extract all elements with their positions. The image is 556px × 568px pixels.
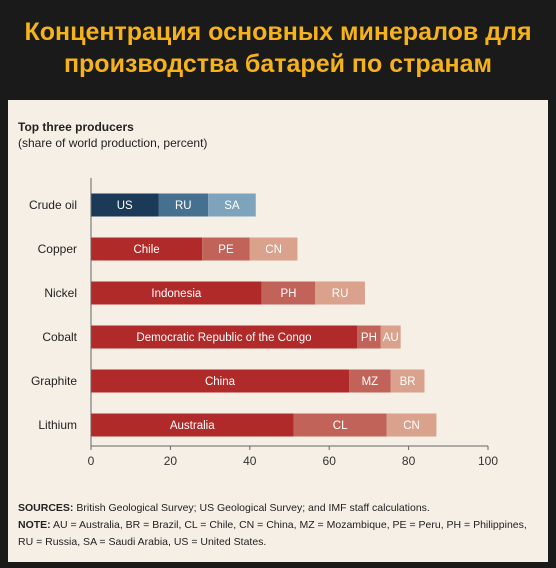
- segment-label-graphite-2: MZ: [362, 376, 379, 388]
- bar-segment-copper-2: [202, 237, 250, 261]
- segment-label-copper-2: PE: [218, 244, 234, 256]
- bar-segment-graphite-3: [390, 369, 425, 393]
- header: Концентрация основных минералов для прои…: [0, 0, 556, 100]
- segment-label-graphite-1: China: [205, 376, 236, 388]
- category-label-lithium: Lithium: [38, 418, 77, 432]
- segment-label-graphite-3: BR: [400, 376, 416, 388]
- notes: SOURCES: British Geological Survey; US G…: [18, 500, 538, 551]
- segment-label-crude-oil-3: SA: [224, 200, 240, 212]
- bar-segment-nickel-2: [261, 281, 316, 305]
- bar-segment-nickel-3: [315, 281, 365, 305]
- x-tick-label-80: 80: [402, 454, 416, 468]
- segment-label-copper-1: Chile: [133, 244, 159, 256]
- chart-panel: Top three producers (share of world prod…: [8, 100, 548, 562]
- segment-label-cobalt-2: PH: [361, 332, 377, 344]
- segment-label-copper-3: CN: [265, 244, 282, 256]
- segment-label-cobalt-3: AU: [383, 332, 399, 344]
- bar-segment-crude-oil-1: [91, 193, 159, 217]
- segment-label-lithium-3: CN: [403, 420, 420, 432]
- category-label-graphite: Graphite: [31, 374, 77, 388]
- x-tick-label-0: 0: [88, 454, 95, 468]
- bar-segment-cobalt-2: [356, 325, 381, 349]
- note-line: NOTE: AU = Australia, BR = Brazil, CL = …: [18, 517, 538, 551]
- bar-segment-graphite-1: [91, 369, 350, 393]
- bar-segment-lithium-1: [91, 413, 294, 437]
- bar-segment-crude-oil-3: [208, 193, 256, 217]
- bar-segment-copper-3: [249, 237, 298, 261]
- bar-segment-copper-1: [91, 237, 203, 261]
- category-label-copper: Copper: [38, 242, 77, 256]
- note-label: NOTE:: [18, 519, 51, 531]
- header-title-line-1: Концентрация основных минералов для: [24, 18, 532, 46]
- segment-label-nickel-2: PH: [281, 288, 297, 300]
- segment-label-cobalt-1: Democratic Republic of the Congo: [136, 332, 311, 344]
- segment-label-crude-oil-2: RU: [175, 200, 192, 212]
- x-tick-label-100: 100: [478, 454, 498, 468]
- bar-segment-cobalt-3: [380, 325, 401, 349]
- bar-segment-crude-oil-2: [158, 193, 209, 217]
- segment-label-lithium-1: Australia: [170, 420, 215, 432]
- sources-text: British Geological Survey; US Geological…: [76, 502, 430, 514]
- note-text: AU = Australia, BR = Brazil, CL = Chile,…: [18, 519, 527, 548]
- x-tick-label-20: 20: [164, 454, 178, 468]
- bar-segment-nickel-1: [91, 281, 262, 305]
- category-label-crude-oil: Crude oil: [29, 198, 77, 212]
- segment-label-nickel-3: RU: [332, 288, 349, 300]
- segment-label-nickel-1: Indonesia: [151, 288, 201, 300]
- x-tick-label-40: 40: [243, 454, 257, 468]
- sources-line: SOURCES: British Geological Survey; US G…: [18, 500, 538, 517]
- x-tick-label-60: 60: [323, 454, 337, 468]
- header-title-line-2: производства батарей по странам: [63, 50, 493, 78]
- category-label-nickel: Nickel: [44, 286, 77, 300]
- category-label-cobalt: Cobalt: [42, 330, 77, 344]
- chart-title: Top three producers: [18, 120, 134, 134]
- bar-segment-lithium-2: [293, 413, 387, 437]
- segment-label-crude-oil-1: US: [117, 200, 133, 212]
- bar-segment-lithium-3: [386, 413, 437, 437]
- chart-subtitle: (share of world production, percent): [18, 136, 208, 150]
- bar-segment-cobalt-1: [91, 325, 357, 349]
- sources-label: SOURCES:: [18, 502, 74, 514]
- bar-segment-graphite-2: [349, 369, 391, 393]
- bar-chart: Crude oil US RU SA Copper Chile PE CN Nickel Indo…: [29, 178, 498, 468]
- segment-label-lithium-2: CL: [333, 420, 348, 432]
